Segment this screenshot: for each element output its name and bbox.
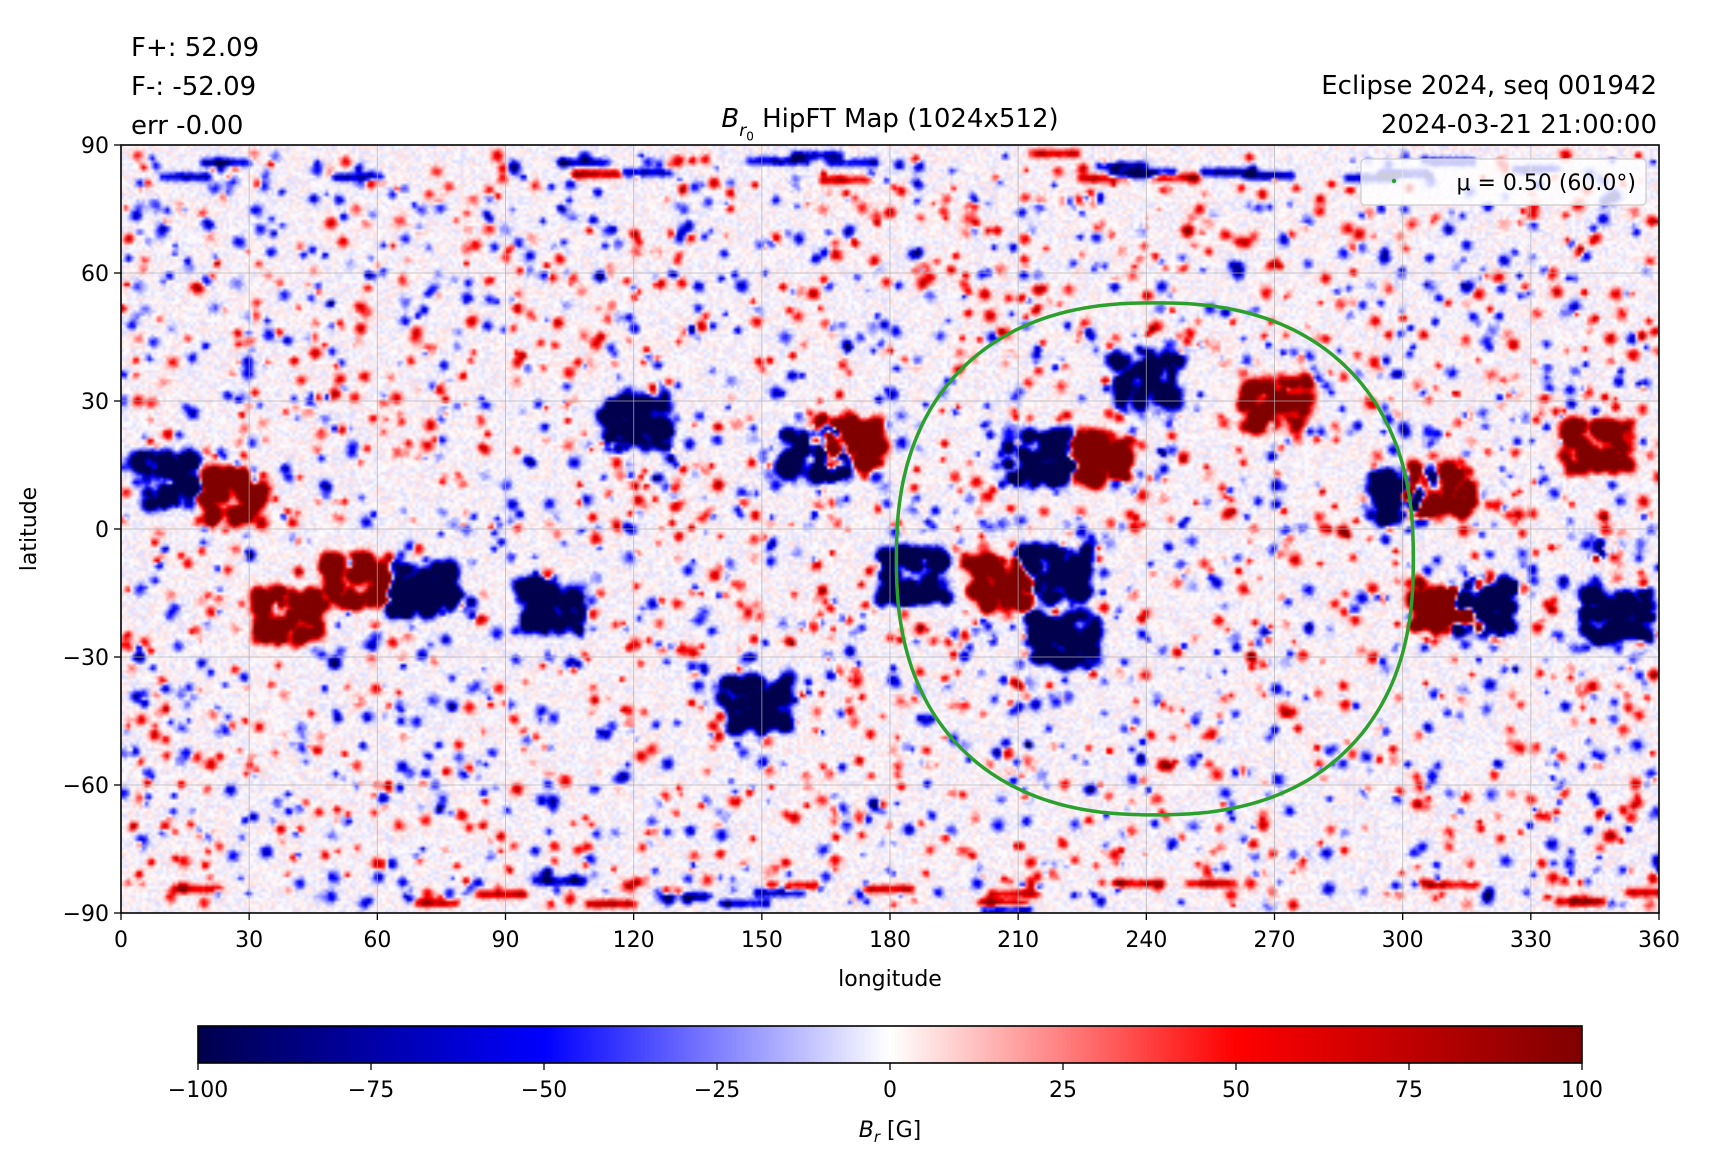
chart-title: Br0 HipFT Map (1024x512) <box>0 104 1728 144</box>
colorbar-label-unit: [G] <box>880 1118 921 1143</box>
flux-error-label: err -0.00 <box>131 111 244 141</box>
colorbar-tick-label: 25 <box>1049 1078 1077 1103</box>
y-tick-label: −90 <box>63 902 109 927</box>
x-tick-label: 210 <box>997 928 1039 953</box>
title-text: HipFT Map (1024x512) <box>753 104 1059 134</box>
colorbar-gradient <box>198 1026 1582 1063</box>
x-tick-label: 360 <box>1638 928 1680 953</box>
colorbar-tick-label: 75 <box>1395 1078 1423 1103</box>
x-tick-label: 0 <box>114 928 128 953</box>
y-tick-label: 30 <box>81 390 109 415</box>
x-tick-label: 90 <box>492 928 520 953</box>
flux-positive-label: F+: 52.09 <box>131 33 260 63</box>
colorbar-tick-label: −25 <box>694 1078 740 1103</box>
y-tick-label: 0 <box>95 518 109 543</box>
flux-negative-label: F-: -52.09 <box>131 72 257 102</box>
x-tick-label: 270 <box>1254 928 1296 953</box>
colorbar-tick-label: 50 <box>1222 1078 1250 1103</box>
y-tick-label: 60 <box>81 262 109 287</box>
x-tick-label: 180 <box>869 928 911 953</box>
event-label: Eclipse 2024, seq 001942 <box>1321 71 1657 101</box>
legend-marker <box>1391 178 1397 184</box>
colorbar-tick-label: 100 <box>1561 1078 1603 1103</box>
x-tick-label: 300 <box>1382 928 1424 953</box>
x-tick-label: 120 <box>613 928 655 953</box>
legend-label: μ = 0.50 (60.0°) <box>1456 171 1636 196</box>
colorbar-tick-label: −100 <box>168 1078 228 1103</box>
y-tick-label: −30 <box>63 646 109 671</box>
y-tick-label: −60 <box>63 774 109 799</box>
legend: μ = 0.50 (60.0°) <box>1360 158 1647 206</box>
colorbar-label: Br [G] <box>859 1118 921 1146</box>
colorbar-label-subscript: r <box>874 1128 881 1146</box>
legend-box <box>1360 158 1647 206</box>
x-tick-label: 150 <box>741 928 783 953</box>
mu-contour-group <box>894 301 1416 817</box>
colorbar-tick-label: −75 <box>348 1078 394 1103</box>
title-symbol: B <box>721 104 740 134</box>
x-tick-label: 60 <box>363 928 391 953</box>
axes-group: 0 30 60 90 120 150 180 210 240 270 300 330 360906030… <box>17 134 1680 992</box>
grid <box>121 145 1659 913</box>
colorbar-tick-label: 0 <box>883 1078 897 1103</box>
x-tick-label: 330 <box>1510 928 1552 953</box>
colorbar-tick-label: −50 <box>521 1078 567 1103</box>
colorbar-frame <box>197 1025 1583 1064</box>
y-axis-label: latitude <box>17 487 42 571</box>
mu-contour <box>894 301 1416 817</box>
colorbar-label-symbol: B <box>859 1118 874 1143</box>
y-tick-label: 90 <box>81 134 109 159</box>
x-axis-label: longitude <box>838 967 942 992</box>
x-tick-label: 240 <box>1125 928 1167 953</box>
colorbar: −100 −75 −50 −25 0 25 50 75 100 Br [G] <box>168 1025 1603 1146</box>
x-tick-label: 30 <box>235 928 263 953</box>
datetime-label: 2024-03-21 21:00:00 <box>1380 110 1657 140</box>
title-subscript: r0 <box>739 121 754 144</box>
